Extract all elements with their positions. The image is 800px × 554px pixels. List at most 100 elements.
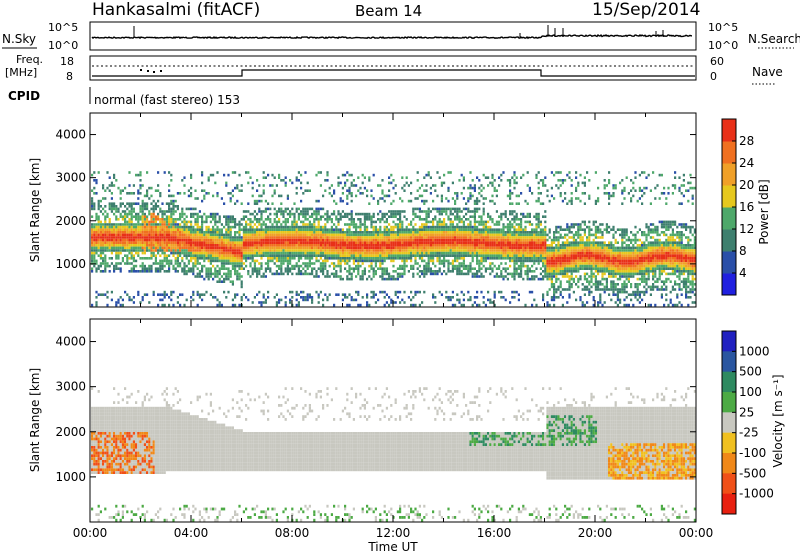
power-cell	[531, 290, 534, 294]
power-cell	[238, 262, 241, 265]
power-cell	[297, 303, 300, 307]
power-cell	[473, 241, 476, 244]
power-cell	[187, 254, 190, 257]
power-cell	[260, 218, 263, 221]
power-cell	[91, 303, 94, 307]
power-cell	[326, 231, 329, 234]
power-cell	[399, 212, 402, 216]
power-cell	[471, 257, 474, 260]
power-cell	[476, 199, 479, 203]
power-cell	[240, 202, 243, 205]
power-cell	[130, 220, 133, 224]
power-cell	[216, 264, 219, 268]
power-cell	[458, 207, 461, 211]
power-cell	[471, 186, 474, 190]
power-cell	[95, 296, 98, 299]
power-cell	[410, 251, 413, 255]
power-cell	[517, 264, 520, 268]
power-cell	[412, 236, 415, 239]
power-cell	[284, 181, 287, 185]
power-cell	[458, 215, 461, 218]
power-cell	[326, 210, 329, 213]
power-cell	[341, 233, 344, 237]
power-cell	[546, 272, 549, 276]
power-cell	[110, 223, 113, 226]
power-cell	[394, 210, 397, 213]
power-cell	[436, 220, 439, 224]
power-cell	[330, 241, 333, 244]
power-cell	[291, 223, 294, 226]
power-cell	[372, 197, 375, 200]
power-cell	[462, 264, 465, 268]
power-cell	[223, 262, 226, 265]
power-cell	[262, 220, 265, 224]
power-cell	[183, 249, 186, 252]
power-cell	[130, 244, 133, 247]
power-cell	[368, 246, 371, 250]
power-cell	[220, 241, 223, 244]
power-cell	[249, 254, 252, 257]
power-cell	[410, 181, 413, 185]
power-cell	[425, 264, 428, 268]
power-cell	[194, 249, 197, 252]
power-cell	[302, 215, 305, 218]
power-cell	[531, 259, 534, 263]
power-cell	[275, 223, 278, 226]
power-cell	[220, 246, 223, 250]
power-cell	[348, 192, 351, 195]
power-cell	[498, 220, 501, 224]
power-cell	[113, 264, 116, 268]
power-cell	[150, 212, 153, 216]
power-cell	[482, 173, 485, 177]
power-cell	[150, 220, 153, 224]
power-cell	[509, 212, 512, 216]
power-cell	[528, 212, 531, 216]
power-cell	[227, 249, 230, 252]
power-cell	[231, 171, 234, 174]
power-cell	[377, 231, 380, 234]
power-cell	[258, 220, 261, 224]
power-cell	[267, 296, 270, 299]
power-cell	[445, 207, 448, 211]
power-cell	[282, 220, 285, 224]
power-cell	[491, 194, 494, 198]
power-cell	[451, 212, 454, 216]
power-cell	[478, 267, 481, 270]
power-cell	[522, 244, 525, 247]
power-cell	[196, 225, 199, 229]
power-cell	[275, 220, 278, 224]
power-cell	[465, 246, 468, 250]
power-cell	[165, 218, 168, 221]
power-cell	[311, 236, 314, 239]
power-cell	[146, 218, 149, 221]
power-cell	[205, 225, 208, 229]
power-cell	[544, 220, 547, 224]
power-cell	[115, 246, 118, 250]
power-cell	[410, 298, 413, 302]
power-cell	[117, 238, 120, 242]
power-cell	[317, 236, 320, 239]
power-cell	[135, 270, 138, 273]
power-cell	[363, 259, 366, 263]
power-cell	[473, 233, 476, 237]
power-cell	[333, 244, 336, 247]
power-cell	[451, 270, 454, 273]
power-cell	[297, 215, 300, 218]
power-cell	[260, 210, 263, 213]
power-cell	[249, 220, 252, 224]
power-cell	[436, 272, 439, 276]
power-cell	[229, 254, 232, 257]
power-cell	[498, 254, 501, 257]
power-cell	[185, 236, 188, 239]
power-cell	[207, 238, 210, 242]
power-cell	[425, 244, 428, 247]
power-cell	[418, 270, 421, 273]
power-cell	[113, 246, 116, 250]
power-cell	[401, 228, 404, 231]
power-cell	[341, 246, 344, 250]
power-cell	[229, 218, 232, 221]
power-cell	[458, 225, 461, 229]
power-cell	[273, 207, 276, 211]
power-cell	[493, 249, 496, 252]
power-cell	[148, 236, 151, 239]
